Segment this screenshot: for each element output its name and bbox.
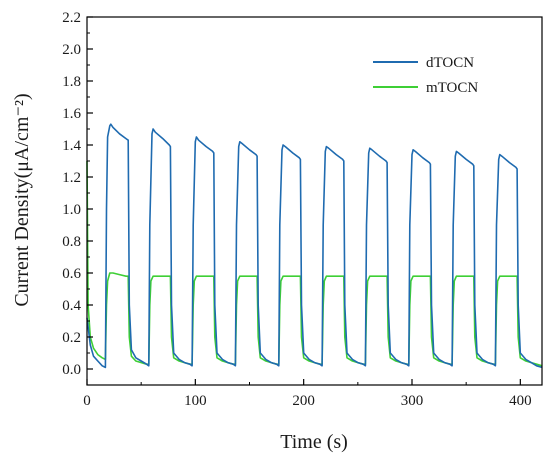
ticks-layer: 0 100 200 300 400 0.0 0.2 0.4 0.6 0.8 1.0 1.2 1.4 1.6… <box>62 10 531 409</box>
legend-label-dTOCN: dTOCN <box>426 55 474 71</box>
legend: dTOCN mTOCN <box>373 55 478 96</box>
y-tick-label: 1.4 <box>62 138 81 154</box>
series-layer <box>86 123 543 369</box>
y-tick-label: 1.6 <box>62 106 81 122</box>
x-tick-label: 100 <box>184 393 207 409</box>
y-tick-label: 1.0 <box>62 202 81 218</box>
y-tick-label: 1.8 <box>62 74 81 90</box>
y-tick-label: 0.2 <box>62 330 81 346</box>
y-tick-label: 0.0 <box>62 362 81 378</box>
y-axis-title: Current Density(μA/cm⁻²) <box>11 93 33 306</box>
series-line-mTOCN <box>86 160 543 367</box>
x-tick-label: 300 <box>401 393 424 409</box>
x-axis-title: Time (s) <box>280 431 348 453</box>
y-tick-label: 0.8 <box>62 234 81 250</box>
x-tick-label: 200 <box>292 393 315 409</box>
series-line-dTOCN <box>86 123 543 369</box>
plot-frame <box>86 16 543 386</box>
y-tick-label: 2.0 <box>62 42 81 58</box>
y-tick-label: 0.4 <box>62 298 81 314</box>
x-tick-label: 400 <box>509 393 532 409</box>
y-tick-label: 2.2 <box>62 10 81 26</box>
legend-label-mTOCN: mTOCN <box>426 80 478 96</box>
x-tick-label: 0 <box>83 393 91 409</box>
y-tick-label: 1.2 <box>62 170 81 186</box>
y-tick-label: 0.6 <box>62 266 81 282</box>
